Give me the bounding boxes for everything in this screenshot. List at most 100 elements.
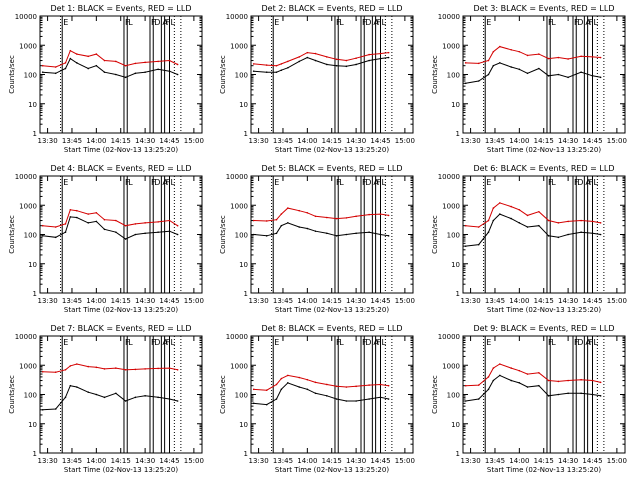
series-point-lld (157, 221, 159, 223)
series-point-lld (538, 210, 540, 213)
series-point-lld (355, 57, 357, 60)
flag-label: F (166, 338, 171, 347)
series-point-events (95, 220, 98, 223)
series-point-events (287, 66, 289, 69)
series-point-events (379, 233, 382, 236)
series-point-lld (134, 368, 137, 371)
series-point-events (314, 230, 317, 232)
series-point-lld (306, 378, 309, 381)
y-tick-label: 10000 (226, 173, 248, 181)
series-point-events (176, 73, 179, 76)
series-point-events (518, 68, 521, 71)
x-tick-label: 14:00 (509, 457, 529, 465)
series-point-lld (464, 384, 467, 387)
series-point-events (54, 72, 57, 75)
series-point-events (252, 233, 255, 236)
y-tick-label: 10 (451, 101, 460, 109)
x-tick-label: 13:45 (62, 297, 82, 305)
series-point-events (499, 374, 501, 377)
series-point-lld (326, 56, 328, 58)
series-point-lld (499, 363, 501, 365)
flag-label: F (589, 18, 594, 27)
series-point-events (326, 395, 328, 397)
series-point-events (157, 231, 159, 233)
series-point-events (368, 231, 370, 233)
x-tick-label: 14:45 (370, 297, 390, 305)
series-point-events (124, 400, 127, 402)
x-axis-label: Start Time (02-Nov-13 13:25:20) (487, 306, 601, 314)
series-line-lld (42, 49, 178, 68)
series-point-events (547, 75, 550, 77)
series-point-events (280, 69, 283, 72)
x-tick-label: 14:45 (159, 137, 179, 145)
flag-label: L (128, 18, 133, 27)
x-tick-label: 14:30 (558, 137, 578, 145)
series-point-lld (76, 209, 78, 212)
series-point-events (115, 392, 117, 395)
series-point-events (134, 233, 137, 236)
flag-label: F (166, 18, 171, 27)
flag-label: D (577, 18, 583, 27)
y-axis-label: Counts/sec (8, 215, 16, 254)
flag-label: L (128, 178, 133, 187)
y-axis-label: Counts/sec (219, 55, 227, 94)
flag-label: D (154, 178, 160, 187)
flag-label: D (577, 178, 583, 187)
series-point-lld (280, 63, 283, 65)
series-point-events (510, 379, 513, 382)
x-tick-label: 15:00 (607, 297, 627, 305)
series-point-events (134, 72, 137, 75)
series-point-lld (275, 64, 278, 67)
series-point-events (265, 235, 268, 237)
series-point-lld (314, 381, 317, 384)
x-axis-label: Start Time (02-Nov-13 13:25:20) (275, 466, 389, 474)
y-tick-label: 1000 (230, 362, 248, 370)
series-point-events (499, 213, 501, 215)
y-tick-label: 10 (239, 261, 248, 269)
series-point-lld (69, 208, 72, 211)
series-point-lld (306, 51, 309, 54)
y-tick-label: 100 (447, 392, 460, 400)
series-point-lld (591, 379, 594, 382)
series-point-lld (54, 226, 57, 228)
series-point-events (69, 57, 72, 60)
series-point-lld (168, 367, 171, 369)
series-point-events (580, 231, 582, 233)
series-point-lld (492, 207, 495, 209)
y-tick-label: 10 (28, 421, 37, 429)
series-point-lld (499, 45, 501, 48)
y-tick-label: 1000 (442, 362, 460, 370)
y-axis-label: Counts/sec (431, 375, 439, 414)
series-point-events (526, 386, 529, 388)
series-point-lld (280, 213, 283, 215)
y-tick-label: 1000 (230, 202, 248, 210)
x-tick-label: 14:00 (86, 457, 106, 465)
x-tick-label: 14:00 (297, 297, 317, 305)
detector-panel-8: Det 8: BLACK = Events, RED = LLD 1 10 100 10… (219, 324, 415, 474)
series-point-lld (265, 220, 268, 222)
plot-frame (250, 335, 414, 454)
x-tick-label: 14:45 (370, 457, 390, 465)
x-tick-label: 13:45 (273, 457, 293, 465)
x-tick-label: 15:00 (184, 137, 204, 145)
detector-panel-4: Det 4: BLACK = Events, RED = LLD 1 10 100 10… (8, 164, 204, 314)
series-point-lld (547, 379, 550, 382)
series-point-lld (87, 365, 90, 368)
flag-label: L (170, 178, 175, 187)
series-point-lld (526, 54, 529, 57)
y-tick-label: 1 (244, 130, 248, 138)
series-point-lld (487, 59, 490, 62)
flag-label: E (63, 18, 68, 27)
flag-label: F (151, 178, 156, 187)
series-point-events (168, 230, 171, 232)
series-point-lld (176, 224, 179, 227)
series-point-events (144, 71, 146, 73)
x-tick-label: 14:00 (297, 457, 317, 465)
flag-label: L (381, 178, 386, 187)
flag-label: L (551, 18, 556, 27)
series-point-lld (557, 380, 560, 383)
series-point-events (487, 388, 490, 391)
series-point-events (487, 231, 490, 233)
series-point-lld (124, 224, 127, 227)
x-tick-label: 14:30 (346, 137, 366, 145)
